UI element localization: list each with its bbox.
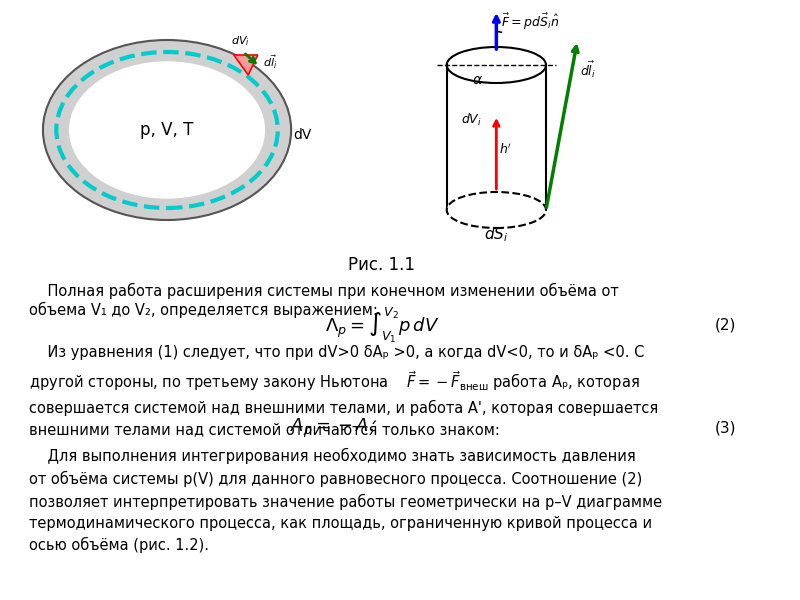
Text: p, V, T: p, V, T (140, 121, 194, 139)
Text: $dV_i$: $dV_i$ (461, 112, 482, 128)
Text: $h'$: $h'$ (499, 143, 513, 157)
Text: $d\vec{l}_i$: $d\vec{l}_i$ (263, 53, 278, 71)
Text: $\Lambda_p = \int_{V_1}^{V_2} p\,dV$: $\Lambda_p = \int_{V_1}^{V_2} p\,dV$ (325, 305, 439, 344)
Text: $dS_i$: $dS_i$ (484, 226, 509, 244)
Ellipse shape (446, 192, 546, 228)
Text: Рис. 1.1: Рис. 1.1 (348, 256, 415, 274)
Text: $A_p = -A\'.$: $A_p = -A\'.$ (290, 416, 378, 440)
Text: $dV_i$: $dV_i$ (231, 34, 250, 48)
Text: Из уравнения (1) следует, что при dV>0 δAₚ >0, а когда dV<0, то и δAₚ <0. С
друг: Из уравнения (1) следует, что при dV>0 δ… (29, 345, 658, 437)
Ellipse shape (446, 47, 546, 83)
Text: $\vec{F} = pd\vec{S}_i\hat{n}$: $\vec{F} = pd\vec{S}_i\hat{n}$ (501, 12, 559, 32)
Ellipse shape (70, 62, 265, 198)
Text: (2): (2) (714, 317, 736, 332)
Text: (3): (3) (714, 421, 736, 436)
Ellipse shape (43, 40, 291, 220)
Text: $\alpha$: $\alpha$ (472, 73, 482, 87)
Text: dV: dV (293, 128, 311, 142)
Text: $d\vec{l}_i$: $d\vec{l}_i$ (580, 60, 596, 80)
Text: Полная работа расширения системы при конечном изменении объёма от
объема V₁ до V: Полная работа расширения системы при кон… (29, 283, 618, 318)
Text: Для выполнения интегрирования необходимо знать зависимость давления
от объёма си: Для выполнения интегрирования необходимо… (29, 448, 662, 553)
Polygon shape (234, 55, 258, 75)
